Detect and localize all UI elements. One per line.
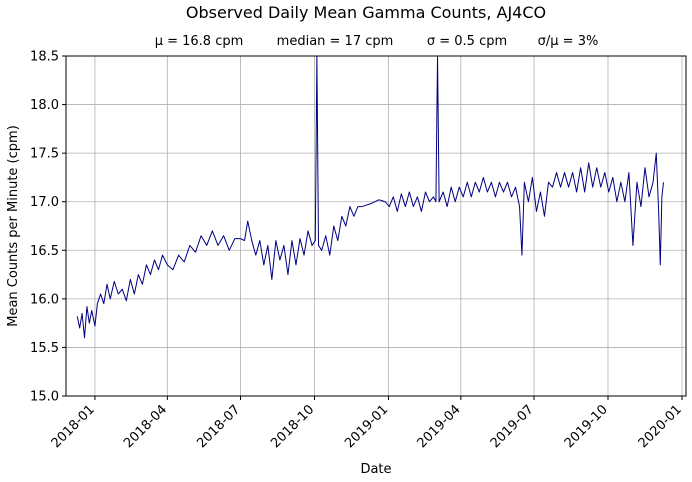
series-group [76, 56, 664, 339]
stat-cv: σ/μ = 3% [538, 34, 599, 49]
x-axis-ticks: 2018-01 2018-04 2018-07 2018-10 2019-01 2019-… [49, 396, 685, 451]
x-tick-label: 2018-07 [194, 402, 243, 451]
stat-sigma: σ = 0.5 cpm [427, 34, 507, 49]
y-tick-label: 16.0 [30, 292, 59, 307]
chart-title: Observed Daily Mean Gamma Counts, AJ4CO [186, 3, 546, 22]
series-line [76, 56, 664, 339]
x-axis-label: Date [360, 462, 391, 477]
plot-frame [65, 55, 687, 397]
y-axis-ticks: 15.0 15.5 16.0 16.5 17.0 17.5 18.0 18.5 [30, 50, 66, 405]
y-tick-label: 17.0 [30, 195, 59, 210]
y-axis-label: Mean Counts per Minute (cpm) [6, 125, 21, 327]
x-tick-label: 2018-10 [268, 402, 317, 451]
y-tick-label: 15.0 [30, 390, 59, 405]
y-tick-label: 18.0 [30, 98, 59, 113]
x-tick-label: 2020-01 [636, 402, 685, 451]
x-tick-label: 2018-01 [49, 402, 98, 451]
grid-lines [66, 55, 686, 397]
y-tick-label: 16.5 [30, 244, 59, 259]
x-tick-label: 2019-01 [342, 402, 391, 451]
y-tick-label: 15.5 [30, 341, 59, 356]
x-tick-label: 2019-10 [562, 402, 611, 451]
x-tick-label: 2019-07 [488, 402, 537, 451]
x-tick-label: 2018-04 [121, 402, 170, 451]
stat-median: median = 17 cpm [277, 34, 394, 49]
stat-mean: μ = 16.8 cpm [155, 34, 244, 49]
y-tick-label: 18.5 [30, 50, 59, 65]
x-tick-label: 2019-04 [415, 402, 464, 451]
y-tick-label: 17.5 [30, 147, 59, 162]
